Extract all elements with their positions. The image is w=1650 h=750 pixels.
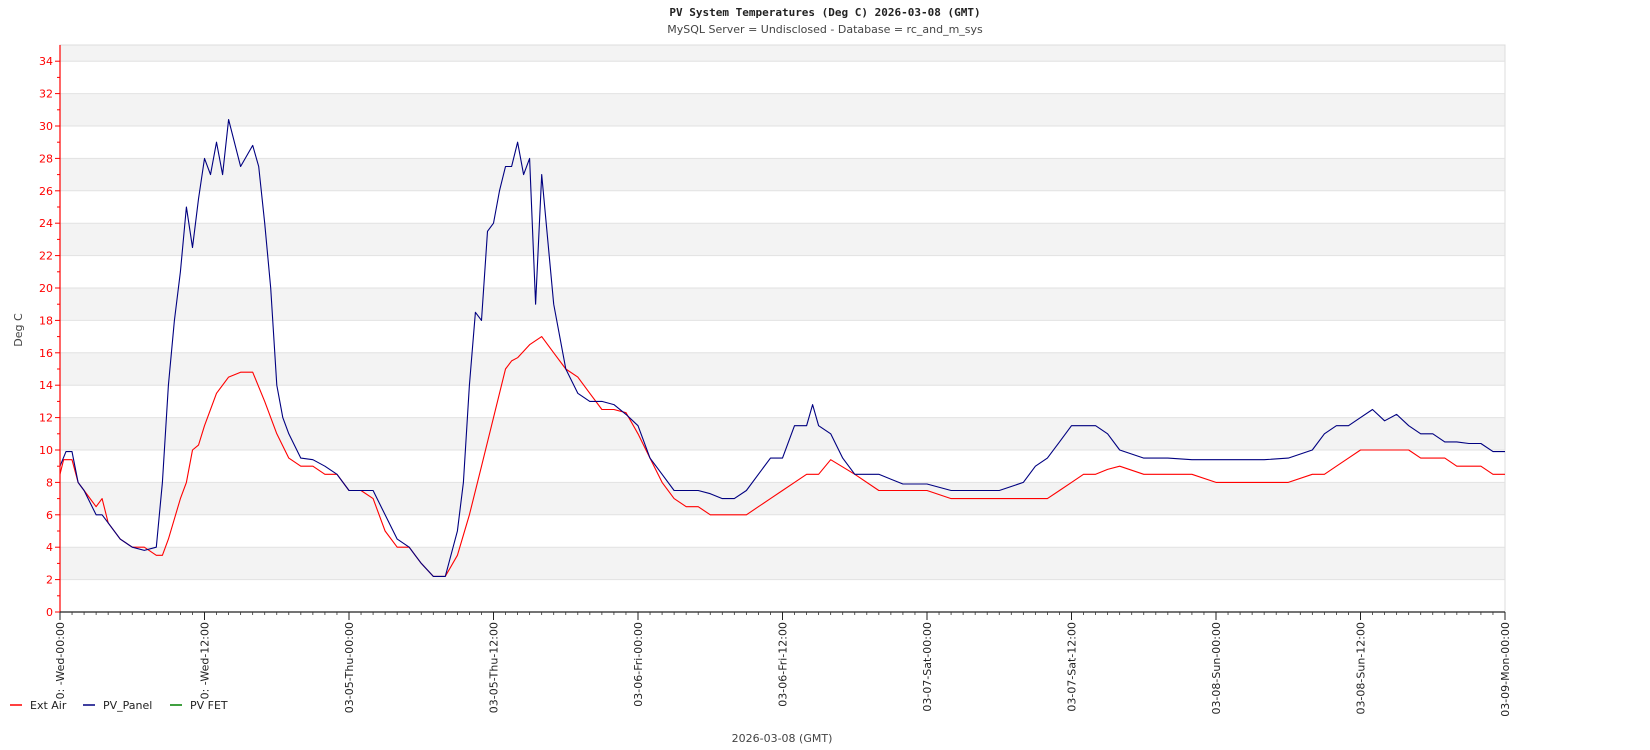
grid-band: [60, 417, 1505, 450]
grid-band: [60, 482, 1505, 515]
y-tick-label: 14: [39, 379, 53, 392]
x-tick-label: 03-08-Sun-12:00: [1355, 622, 1368, 715]
y-tick-label: 18: [39, 314, 53, 327]
grid-bands: [59, 44, 1506, 613]
grid-band: [60, 45, 1505, 62]
x-tick-label: 03-09-Mon-00:00: [1499, 622, 1512, 717]
x-tick-label: 03-08-Sun-00:00: [1210, 622, 1223, 715]
y-tick-label: 28: [39, 152, 53, 165]
y-tick-label: 0: [46, 606, 53, 619]
x-axis-label: 2026-03-08 (GMT): [732, 732, 833, 745]
x-tick-label: 03-06-Fri-00:00: [632, 622, 645, 707]
series-line-ext-air: [59, 336, 1505, 577]
series-layer: [59, 118, 1505, 577]
plot-frame: [59, 44, 1506, 613]
y-tick-label: 30: [39, 120, 53, 133]
grid-band: [60, 288, 1505, 321]
series-line-pv-panel: [59, 118, 1505, 577]
y-tick-label: 6: [46, 509, 53, 522]
y-tick-label: 12: [39, 412, 53, 425]
y-tick-label: 34: [39, 55, 53, 68]
legend: Ext Air PV_Panel PV FET: [10, 699, 228, 712]
x-tick-label: 03-05-Thu-12:00: [488, 622, 501, 713]
gridlines: [60, 60, 1505, 613]
y-tick-label: 22: [39, 250, 53, 263]
axes: [59, 45, 1505, 613]
y-tick-label: 20: [39, 282, 53, 295]
y-tick-label: 32: [39, 88, 53, 101]
x-tick-label: 03-06-Fri-12:00: [777, 622, 790, 707]
grid-band: [60, 93, 1505, 126]
grid-band: [60, 352, 1505, 386]
y-tick-label: 2: [46, 574, 53, 587]
x-tick-label: 0: -Wed-00:00: [54, 622, 67, 699]
x-ticks: 0: -Wed-00:00 0: -Wed-12:00 03-05-Thu-00:0…: [54, 612, 1512, 717]
x-tick-label: 03-07-Sat-12:00: [1066, 622, 1079, 712]
y-tick-label: 10: [39, 444, 53, 457]
grid-band: [60, 158, 1505, 191]
grid-band: [60, 223, 1505, 256]
legend-label-pv-panel: PV_Panel: [103, 699, 152, 712]
chart-subtitle: MySQL Server = Undisclosed - Database = …: [667, 23, 983, 36]
x-tick-label: 03-07-Sat-00:00: [921, 622, 934, 712]
x-tick-label: 03-05-Thu-00:00: [343, 622, 356, 713]
legend-label-ext-air: Ext Air: [30, 699, 67, 712]
y-axis-label: Deg C: [12, 313, 25, 347]
y-tick-label: 26: [39, 185, 53, 198]
y-tick-label: 24: [39, 217, 53, 230]
y-tick-label: 16: [39, 347, 53, 360]
y-tick-label: 8: [46, 476, 53, 489]
chart-title: PV System Temperatures (Deg C) 2026-03-0…: [669, 6, 980, 19]
legend-label-pv-fet: PV FET: [190, 699, 228, 712]
x-tick-label: 0: -Wed-12:00: [199, 622, 212, 699]
grid-band: [60, 547, 1505, 580]
y-tick-label: 4: [46, 541, 53, 554]
